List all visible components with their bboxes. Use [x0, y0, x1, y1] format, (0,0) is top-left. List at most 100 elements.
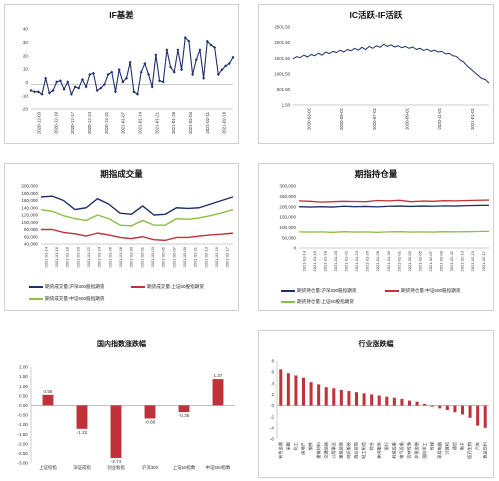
data-point: [44, 76, 48, 80]
x-tick-label: 2021-02-17: [481, 250, 486, 271]
category-label: 机械设备: [390, 441, 397, 459]
chart-title: 国内指数涨跌幅: [97, 341, 146, 348]
y-tick-label: -2: [270, 414, 275, 419]
y-tick-label: 300,000: [279, 184, 296, 189]
y-tick-label: 140,000: [21, 205, 38, 210]
y-tick-label: 4: [271, 381, 274, 386]
x-tick-label: 2021-01-14: [301, 250, 306, 271]
x-tick-label: 2021-01-14: [138, 111, 143, 134]
series-line: [40, 195, 234, 216]
y-tick-label: -6: [270, 437, 275, 442]
legend-item: 期货持仓量:沪深300股指期货: [281, 288, 356, 294]
data-point: [29, 89, 33, 93]
bar: [309, 382, 313, 406]
y-tick-label: -1.00: [18, 422, 29, 427]
chart-panel-index-change: 国内指数涨跌幅 2.00 1.50 1.00 0.50 0.00 -0.50 -1.00 -1…: [4, 330, 239, 478]
x-tick-label: 2021-02-01: [139, 246, 144, 267]
data-point: [80, 77, 84, 81]
category-label: 创业板指: [107, 464, 125, 471]
data-point: [231, 55, 235, 59]
data-label: 0.55: [44, 389, 53, 394]
y-tick-label: -20: [21, 107, 28, 112]
x-tick-label: 2020-07-01: [372, 107, 377, 130]
category-label: 有色金属: [277, 442, 284, 459]
y-tick-label: 50,000: [282, 235, 296, 240]
y-tick-label: 501.50: [277, 87, 291, 92]
bar: [385, 396, 389, 406]
chart-panel-open-interest: 期指持仓量 300,000 250,000 200,000 150,000 100,00…: [258, 163, 494, 311]
y-tick-label: 1.50: [19, 374, 28, 379]
data-point: [180, 68, 184, 72]
legend-label: 期货成交量:上证50股指期货: [147, 284, 204, 289]
x-tick-label: 2020-12-31: [104, 111, 109, 134]
data-point: [205, 39, 209, 43]
data-point: [213, 45, 217, 49]
x-tick-label: 2021-01-20: [333, 250, 338, 271]
y-tick-label: 6: [271, 370, 274, 375]
chart-panel-ic-if-spread: IC活跃-IF活跃 2501.50 2001.50 1501.50 1001.50 50…: [258, 4, 494, 144]
y-tick-label: 10: [23, 67, 29, 72]
x-tick-label: 2021-02-01: [396, 250, 401, 271]
category-label: 通信: [451, 442, 458, 450]
bar: [42, 394, 54, 406]
chart-title: IF基差: [109, 10, 134, 20]
series-line: [292, 43, 490, 84]
data-point: [150, 85, 154, 89]
x-tick-label: 2020-12-17: [70, 111, 75, 134]
data-point: [183, 36, 187, 40]
data-point: [84, 85, 88, 89]
bar: [445, 405, 449, 411]
x-tick-label: 2021-01-26: [107, 246, 112, 267]
y-tick-label: -3.00: [18, 461, 29, 466]
category-label: 深证成指: [73, 464, 91, 471]
x-tick-label: 2021-01-26: [365, 250, 370, 271]
y-tick-label: -10: [21, 93, 28, 98]
data-point: [198, 48, 202, 52]
x-tick-label: 2021-02-18: [222, 111, 227, 134]
open-interest-chart: 300,000 250,000 200,000 150,000 100,000 50,00…: [279, 184, 490, 271]
data-point: [66, 80, 70, 84]
x-tick-label: 2020-12-03: [37, 111, 42, 134]
if-basis-chart: 40 30 20 10 0 -10 -20 2020-12-03 2020-12-10 2020-…: [21, 27, 235, 134]
category-label: 化工: [292, 442, 299, 450]
data-label: -1.22: [77, 430, 88, 435]
legend-item: 期货持仓量:中证500股指期货: [385, 288, 460, 294]
data-point: [154, 53, 158, 57]
legend-item: 期货持仓量:上证50股指期货: [281, 299, 354, 305]
category-label: 房地产: [300, 442, 307, 455]
data-point: [191, 73, 195, 77]
x-tick-label: 2021-02-09: [182, 246, 187, 267]
y-tick-label: 0.00: [19, 403, 28, 408]
y-tick-label: 2.00: [19, 365, 28, 370]
data-point: [69, 92, 73, 96]
y-tick-label: 200,000: [279, 204, 296, 209]
bar: [423, 403, 427, 406]
x-tick-label: 2021-01-18: [322, 250, 327, 271]
x-tick-label: 2021-02-11: [205, 111, 210, 133]
x-tick-label: 2021-01-22: [86, 246, 91, 267]
bar: [178, 405, 190, 413]
legend-item: 期货成交量:中证500股指期货: [29, 296, 104, 302]
y-tick-label: 180,000: [21, 191, 38, 196]
data-point: [88, 73, 92, 77]
category-label: 食品饮料: [481, 441, 488, 459]
x-tick-label: 2021-02-03: [150, 246, 155, 267]
x-tick-label: 2021-01-24: [97, 246, 102, 267]
legend-label: 期货持仓量:中证500股指期货: [401, 288, 461, 293]
y-tick-label: 0: [293, 246, 296, 251]
y-tick-label: 80,000: [24, 227, 38, 232]
x-tick-label: 2021-01-14: [43, 246, 48, 267]
x-tick-label: 2021-02-17: [225, 246, 230, 267]
x-tick-label: 2020-03-01: [306, 107, 311, 130]
data-point: [136, 92, 140, 96]
data-point: [128, 60, 132, 64]
y-tick-label: 40,000: [24, 242, 38, 247]
legend: 期货持仓量:沪深300股指期货 期货持仓量:中证500股指期货 期货持仓量:上证…: [267, 286, 493, 310]
legend-swatch: [281, 301, 295, 303]
bar: [347, 391, 351, 406]
bar: [415, 401, 419, 406]
bar: [332, 388, 336, 406]
legend-label: 期货持仓量:沪深300股指期货: [297, 288, 357, 293]
y-tick-label: -1.50: [18, 432, 29, 437]
